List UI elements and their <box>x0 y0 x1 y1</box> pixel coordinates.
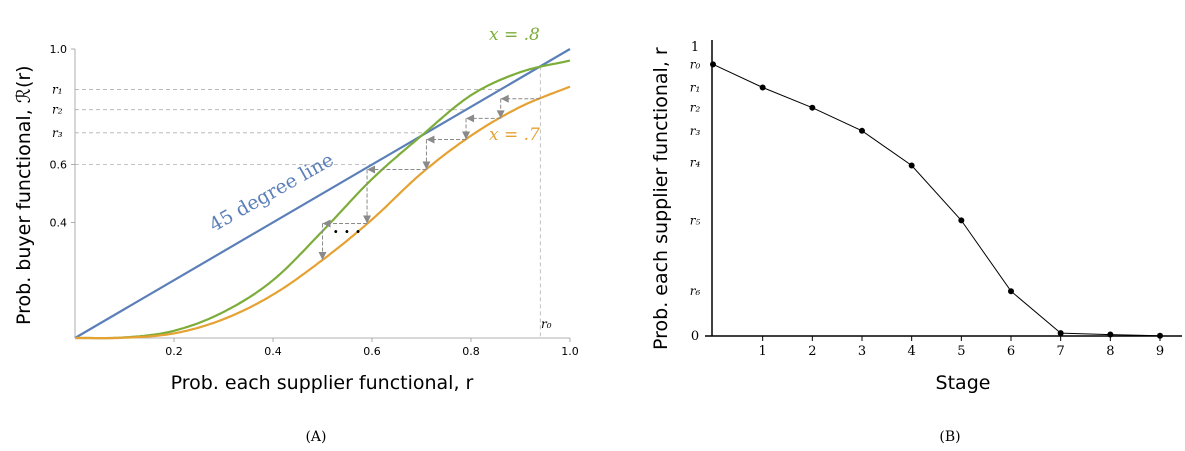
chart-b: 1 2 3 4 5 6 7 8 9 1 r₀ r₁ r₂ r₃ r₄ r₅ r₆ 0 Prob. each sup… <box>650 40 1182 445</box>
chart-b-point-4 <box>908 162 915 169</box>
chart-a-ylabel: Prob. buyer functional, ℛ(r) <box>13 65 35 325</box>
chart-b-point-1 <box>759 84 766 91</box>
chart-b-ytick-label-7: r₆ <box>690 284 701 298</box>
chart-b-caption: (B) <box>939 429 960 445</box>
curve-1 <box>75 59 571 340</box>
chart-b-xtick-label-9: 9 <box>1156 344 1164 359</box>
chart-a-ytick-label-0: 0.4 <box>50 216 68 229</box>
chart-b-ytick-label-4: r₃ <box>690 124 701 138</box>
chart-b-point-5 <box>958 217 965 224</box>
chart-b-ytick-label-1: r₀ <box>690 57 701 71</box>
chart-b-xtick-label-4: 4 <box>908 344 916 359</box>
chart-b-xtick-label-6: 6 <box>1007 344 1015 359</box>
series-label-x-08: x = .8 <box>489 25 540 45</box>
chart-b-ylabel: Prob. each supplier functional, r <box>650 47 672 350</box>
chart-b-ytick-label-5: r₄ <box>690 155 701 169</box>
chart-b-xtick-label-1: 1 <box>759 344 767 359</box>
chart-b-line <box>712 63 1161 337</box>
cobweb-h-4-head <box>322 219 331 228</box>
chart-a-guide-lines <box>75 66 541 338</box>
chart-a-ytick-label-2: 1.0 <box>50 43 68 56</box>
chart-b-xtick-label-8: 8 <box>1106 344 1114 359</box>
chart-a-dots: · · · <box>333 222 361 241</box>
cobweb-h-2-head <box>426 135 435 144</box>
cobweb-h-3-head <box>367 165 376 174</box>
chart-a-xtick-label-4: 1.0 <box>561 345 579 358</box>
chart-b-point-6 <box>1008 288 1014 295</box>
cobweb-v-4-head <box>318 251 327 260</box>
chart-a-caption: (A) <box>305 429 326 445</box>
series-label-x-07: x = .7 <box>489 125 540 145</box>
chart-a-xtick-label-0: 0.2 <box>165 345 183 358</box>
chart-a-xlabel: Prob. each supplier functional, r <box>171 372 474 394</box>
cobweb-h-1-head <box>466 114 475 123</box>
chart-b-ytick-label-3: r₂ <box>690 101 701 115</box>
chart-b-xtick-label-3: 3 <box>858 344 866 359</box>
chart-b-point-8 <box>1107 331 1114 338</box>
chart-a-r0-label: r₀ <box>541 317 552 331</box>
chart-a-ticks: 0.2 0.4 0.6 0.8 1.0 0.4 0.6 1.0 r₁ r₂ r₃ <box>50 43 579 358</box>
chart-b-xtick-label-7: 7 <box>1057 344 1065 359</box>
cobweb-v-1-head <box>462 131 471 140</box>
cobweb-v-0-head <box>496 110 505 119</box>
chart-b-point-7 <box>1057 330 1064 337</box>
chart-b-ytick-label-0: 1 <box>691 40 699 55</box>
chart-a: 0.2 0.4 0.6 0.8 1.0 0.4 0.6 1.0 r₁ r₂ r₃ Prob. buy… <box>13 25 579 445</box>
chart-a-r-label-1: r₁ <box>52 82 63 96</box>
chart-a-r-label-2: r₂ <box>52 103 63 117</box>
chart-b-point-0 <box>710 61 716 68</box>
chart-b-point-3 <box>859 127 865 134</box>
chart-b-ytick-label-6: r₅ <box>690 213 701 227</box>
chart-b-ytick-label-2: r₁ <box>690 80 701 94</box>
chart-a-axes <box>74 49 570 339</box>
curve-2 <box>75 85 571 340</box>
chart-a-xtick-label-3: 0.8 <box>462 345 480 358</box>
curve-0 <box>74 48 571 339</box>
chart-b-xlabel: Stage <box>936 372 991 394</box>
chart-b-series <box>710 61 1163 339</box>
chart-b-xtick-label-5: 5 <box>957 344 965 359</box>
chart-a-curves <box>74 48 571 340</box>
chart-a-ytick-label-1: 0.6 <box>50 159 68 172</box>
chart-b-ticks: 1 2 3 4 5 6 7 8 9 1 r₀ r₁ r₂ r₃ r₄ r₅ r₆ 0 <box>690 40 1164 359</box>
chart-b-point-9 <box>1157 332 1163 339</box>
cobweb-v-3-head <box>363 215 372 224</box>
chart-a-r-label-3: r₃ <box>52 126 63 140</box>
chart-a-cobweb-arrows <box>318 94 541 260</box>
chart-b-point-2 <box>809 104 816 111</box>
chart-a-xtick-label-2: 0.6 <box>363 345 381 358</box>
chart-b-xtick-label-2: 2 <box>808 344 816 359</box>
chart-a-xtick-label-1: 0.4 <box>264 345 282 358</box>
cobweb-h-0-head <box>500 94 509 103</box>
cobweb-v-2-head <box>422 161 431 170</box>
chart-b-ytick-label-8: 0 <box>691 329 699 344</box>
